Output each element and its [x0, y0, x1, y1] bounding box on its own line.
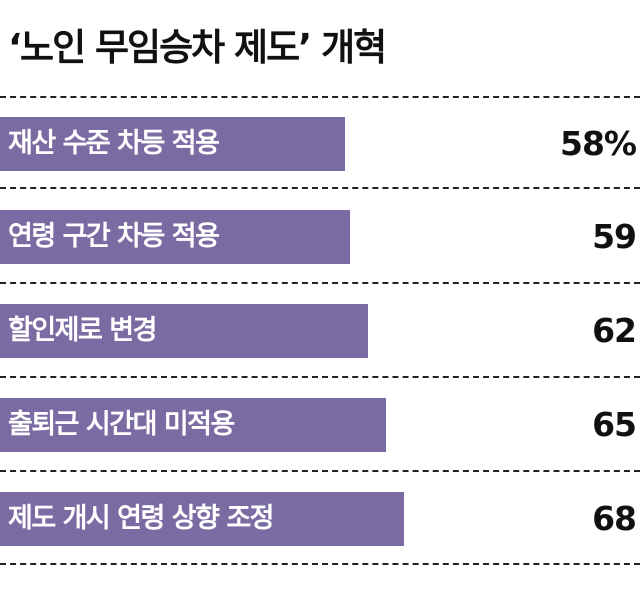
bar-label: 출퇴근 시간대 미적용 — [8, 409, 235, 440]
bar-row-3: 할인제로 변경 — [0, 304, 368, 358]
chart-title: ‘노인 무임승차 제도’ 개혁 — [8, 26, 387, 69]
bar-row-1: 재산 수준 차등 적용 — [0, 117, 345, 171]
bar-label: 연령 구간 차등 적용 — [8, 221, 220, 252]
divider — [0, 563, 640, 565]
divider — [0, 470, 640, 472]
bar-value: 59 — [592, 217, 637, 256]
bar-label: 할인제로 변경 — [8, 315, 157, 346]
divider — [0, 376, 640, 378]
bar-label: 재산 수준 차등 적용 — [8, 128, 220, 159]
bar-value: 65 — [592, 405, 637, 444]
bar-row-5: 제도 개시 연령 상향 조정 — [0, 492, 404, 546]
divider — [0, 96, 640, 98]
bar-value: 68 — [592, 499, 637, 538]
bar-value: 58% — [560, 124, 637, 163]
bar-row-2: 연령 구간 차등 적용 — [0, 210, 350, 264]
divider — [0, 187, 640, 189]
bar-label: 제도 개시 연령 상향 조정 — [8, 503, 275, 534]
bar-row-4: 출퇴근 시간대 미적용 — [0, 398, 386, 452]
bar-value: 62 — [592, 311, 637, 350]
divider — [0, 282, 640, 284]
